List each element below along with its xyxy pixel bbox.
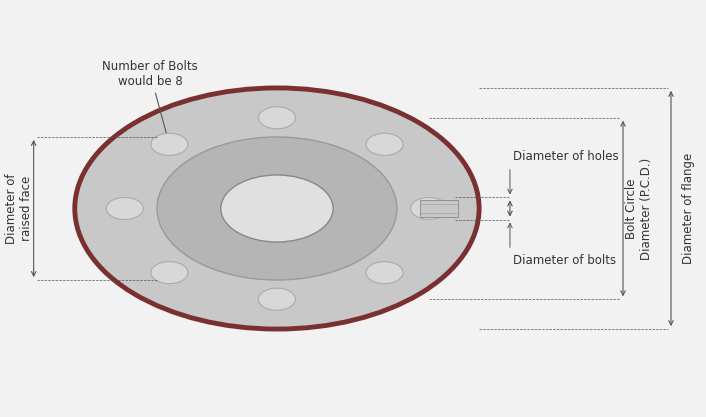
Text: Diameter of
raised face: Diameter of raised face [4,173,32,244]
Circle shape [258,107,295,129]
Circle shape [411,198,448,219]
Text: Number of Bolts
would be 8: Number of Bolts would be 8 [102,60,198,141]
Text: Diameter of bolts: Diameter of bolts [513,254,616,267]
Circle shape [151,133,188,156]
Bar [420,200,457,217]
Circle shape [107,198,143,219]
Circle shape [157,137,397,280]
Text: Bolt Circle
Diameter (P.C.D.): Bolt Circle Diameter (P.C.D.) [625,157,653,260]
Circle shape [366,261,403,284]
Circle shape [151,261,188,284]
Circle shape [221,175,333,242]
Circle shape [258,288,295,310]
Circle shape [75,88,479,329]
Text: Diameter of holes: Diameter of holes [513,150,619,163]
Circle shape [366,133,403,156]
Text: Diameter of flange: Diameter of flange [681,153,695,264]
